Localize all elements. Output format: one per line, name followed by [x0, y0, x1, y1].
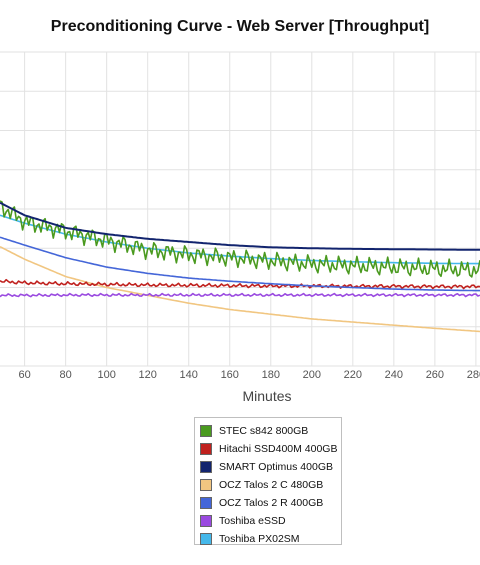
legend-swatch: [200, 515, 212, 527]
legend-label: OCZ Talos 2 R 400GB: [219, 497, 324, 509]
x-tick-label: 160: [221, 369, 239, 381]
x-tick-label: 260: [426, 369, 444, 381]
legend-label: Hitachi SSD400M 400GB: [219, 443, 338, 455]
x-tick-label: 80: [60, 369, 72, 381]
legend-label: SMART Optimus 400GB: [219, 461, 333, 473]
x-tick-label: 280: [467, 369, 480, 381]
chart-plot: 60 80 100 120 140 160 180 200 220 240 260 280 Minut…: [0, 51, 480, 404]
x-tick-label: 200: [303, 369, 321, 381]
legend-item: SMART Optimus 400GB: [200, 458, 341, 476]
series-line: [0, 245, 480, 333]
legend-swatch: [200, 497, 212, 509]
legend-item: Hitachi SSD400M 400GB: [200, 440, 341, 458]
x-tick-label: 140: [180, 369, 198, 381]
chart-legend: STEC s842 800GB Hitachi SSD400M 400GB SMAR…: [194, 417, 342, 545]
legend-swatch: [200, 533, 212, 545]
legend-label: OCZ Talos 2 C 480GB: [219, 479, 324, 491]
legend-swatch: [200, 425, 212, 437]
series-line: [0, 200, 480, 278]
series-line: [0, 236, 480, 292]
x-tick-labels: 60 80 100 120 140 160 180 200 220 240 260 280: [18, 369, 480, 381]
legend-swatch: [200, 479, 212, 491]
x-tick-label: 60: [18, 369, 30, 381]
x-tick-label: 220: [344, 369, 362, 381]
legend-swatch: [200, 461, 212, 473]
legend-item: OCZ Talos 2 C 480GB: [200, 476, 341, 494]
legend-item: OCZ Talos 2 R 400GB: [200, 494, 341, 512]
series-line: [0, 201, 480, 251]
series-line: [0, 292, 480, 298]
x-tick-label: 100: [97, 369, 115, 381]
series-line: [0, 278, 480, 290]
x-tick-label: 180: [262, 369, 280, 381]
legend-item: STEC s842 800GB: [200, 422, 341, 440]
x-tick-label: 240: [385, 369, 403, 381]
x-tick-label: 120: [139, 369, 157, 381]
chart-title: Preconditioning Curve - Web Server [Thro…: [50, 18, 430, 35]
x-axis-label: Minutes: [242, 388, 291, 404]
legend-label: Toshiba eSSD: [219, 515, 286, 527]
legend-item: Toshiba eSSD: [200, 512, 341, 530]
grid-layer: [0, 51, 480, 367]
legend-label: Toshiba PX02SM: [219, 533, 300, 545]
series-layer: [0, 200, 480, 333]
legend-label: STEC s842 800GB: [219, 425, 309, 437]
legend-swatch: [200, 443, 212, 455]
legend-item: Toshiba PX02SM: [200, 530, 341, 548]
